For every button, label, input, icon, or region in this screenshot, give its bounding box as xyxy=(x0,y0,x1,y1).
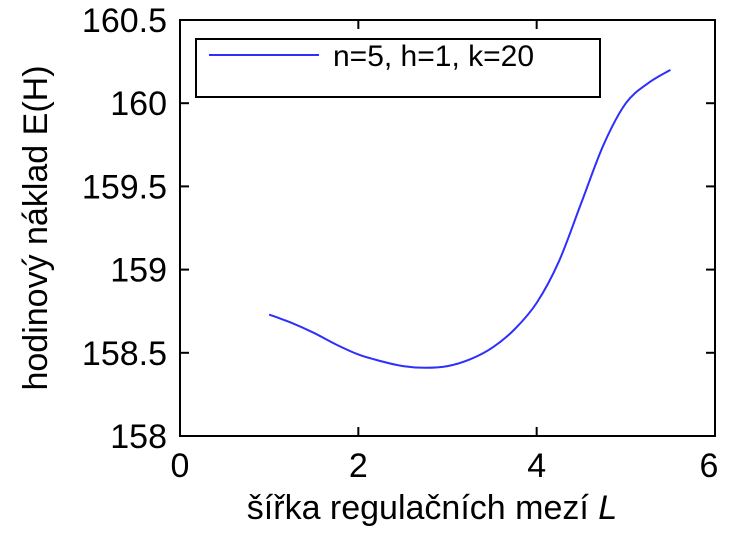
y-tick-label: 160.5 xyxy=(82,2,167,40)
x-tick-label: 0 xyxy=(171,447,190,485)
x-tick-label: 4 xyxy=(527,447,546,485)
x-axis-label-variable: L xyxy=(598,489,617,527)
y-tick-label: 159 xyxy=(110,252,167,290)
x-tick-label: 2 xyxy=(349,447,368,485)
x-tick-label: 6 xyxy=(700,447,719,485)
x-axis-ticks: 0 2 4 6 xyxy=(171,20,719,485)
y-tick-label: 160 xyxy=(110,85,167,123)
series-layer xyxy=(268,69,671,369)
plot-frame xyxy=(179,19,716,437)
y-tick-label: 158 xyxy=(110,418,167,456)
series-line-0 xyxy=(268,69,671,369)
y-axis-ticks: 158 158.5 159 159.5 160 160.5 xyxy=(82,2,715,456)
y-tick-label: 159.5 xyxy=(82,168,167,206)
legend-box xyxy=(195,38,601,98)
legend-label: n=5, h=1, k=20 xyxy=(333,40,534,73)
x-axis-label: šířka regulačních mezí L xyxy=(247,489,617,527)
y-tick-label: 158.5 xyxy=(82,335,167,373)
legend: n=5, h=1, k=20 xyxy=(195,38,601,98)
x-axis-label-text: šířka regulačních mezí xyxy=(247,489,590,527)
y-axis-label: hodinový náklad E(H) xyxy=(17,65,55,390)
